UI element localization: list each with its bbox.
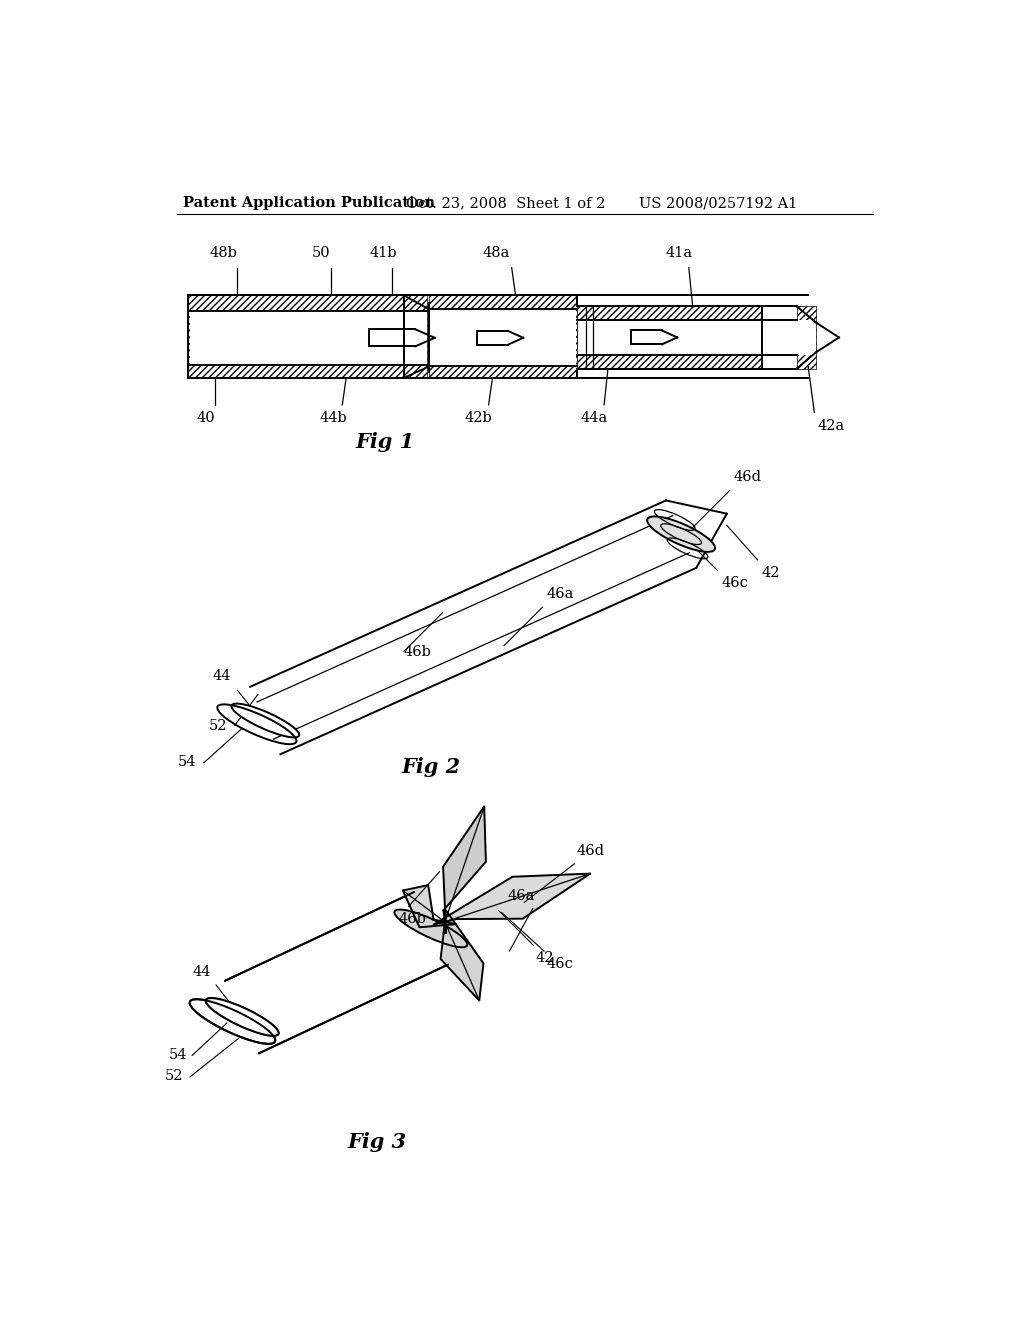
Text: US 2008/0257192 A1: US 2008/0257192 A1 bbox=[639, 197, 797, 210]
Text: 46c: 46c bbox=[721, 577, 748, 590]
Text: 48a: 48a bbox=[482, 246, 510, 260]
Text: Patent Application Publication: Patent Application Publication bbox=[183, 197, 435, 210]
Text: Fig 1: Fig 1 bbox=[355, 432, 415, 451]
Text: 54: 54 bbox=[168, 1048, 186, 1061]
Bar bbox=[189, 312, 427, 364]
Text: 46b: 46b bbox=[398, 912, 427, 927]
Polygon shape bbox=[433, 874, 590, 924]
Text: 44b: 44b bbox=[319, 411, 347, 425]
Text: Fig 2: Fig 2 bbox=[401, 756, 461, 776]
Text: Fig 3: Fig 3 bbox=[347, 1133, 407, 1152]
Polygon shape bbox=[402, 886, 456, 927]
Text: 46d: 46d bbox=[577, 843, 605, 858]
Ellipse shape bbox=[206, 998, 279, 1036]
Text: 42: 42 bbox=[762, 566, 780, 579]
Text: 46c: 46c bbox=[547, 957, 573, 972]
Polygon shape bbox=[440, 911, 483, 1001]
Bar bbox=[797, 306, 816, 368]
Text: 54: 54 bbox=[177, 755, 196, 770]
Bar bbox=[578, 306, 762, 368]
Text: 44: 44 bbox=[193, 965, 211, 979]
Text: 41b: 41b bbox=[370, 246, 397, 260]
Text: 40: 40 bbox=[197, 411, 215, 425]
Text: 42a: 42a bbox=[817, 418, 845, 433]
Bar bbox=[798, 321, 816, 355]
Text: 50: 50 bbox=[312, 246, 331, 260]
Text: 46a: 46a bbox=[507, 888, 535, 903]
Ellipse shape bbox=[206, 998, 279, 1036]
Text: 52: 52 bbox=[165, 1069, 183, 1084]
Bar bbox=[578, 321, 761, 355]
Text: 42: 42 bbox=[536, 950, 554, 965]
Polygon shape bbox=[443, 807, 486, 933]
Text: 48b: 48b bbox=[209, 246, 237, 260]
Bar bbox=[429, 296, 578, 378]
Text: 41a: 41a bbox=[666, 246, 692, 260]
Text: 42b: 42b bbox=[465, 411, 493, 425]
Text: 44a: 44a bbox=[581, 411, 607, 425]
Text: 52: 52 bbox=[209, 719, 227, 733]
Text: 46d: 46d bbox=[733, 470, 762, 484]
Ellipse shape bbox=[647, 516, 715, 552]
Text: 44: 44 bbox=[213, 668, 231, 682]
Bar bbox=[430, 309, 577, 367]
Text: 46b: 46b bbox=[403, 645, 432, 659]
Ellipse shape bbox=[394, 909, 467, 948]
Ellipse shape bbox=[231, 704, 299, 738]
Bar bbox=[188, 296, 427, 378]
Text: Oct. 23, 2008  Sheet 1 of 2: Oct. 23, 2008 Sheet 1 of 2 bbox=[407, 197, 605, 210]
Text: 46a: 46a bbox=[547, 587, 573, 601]
